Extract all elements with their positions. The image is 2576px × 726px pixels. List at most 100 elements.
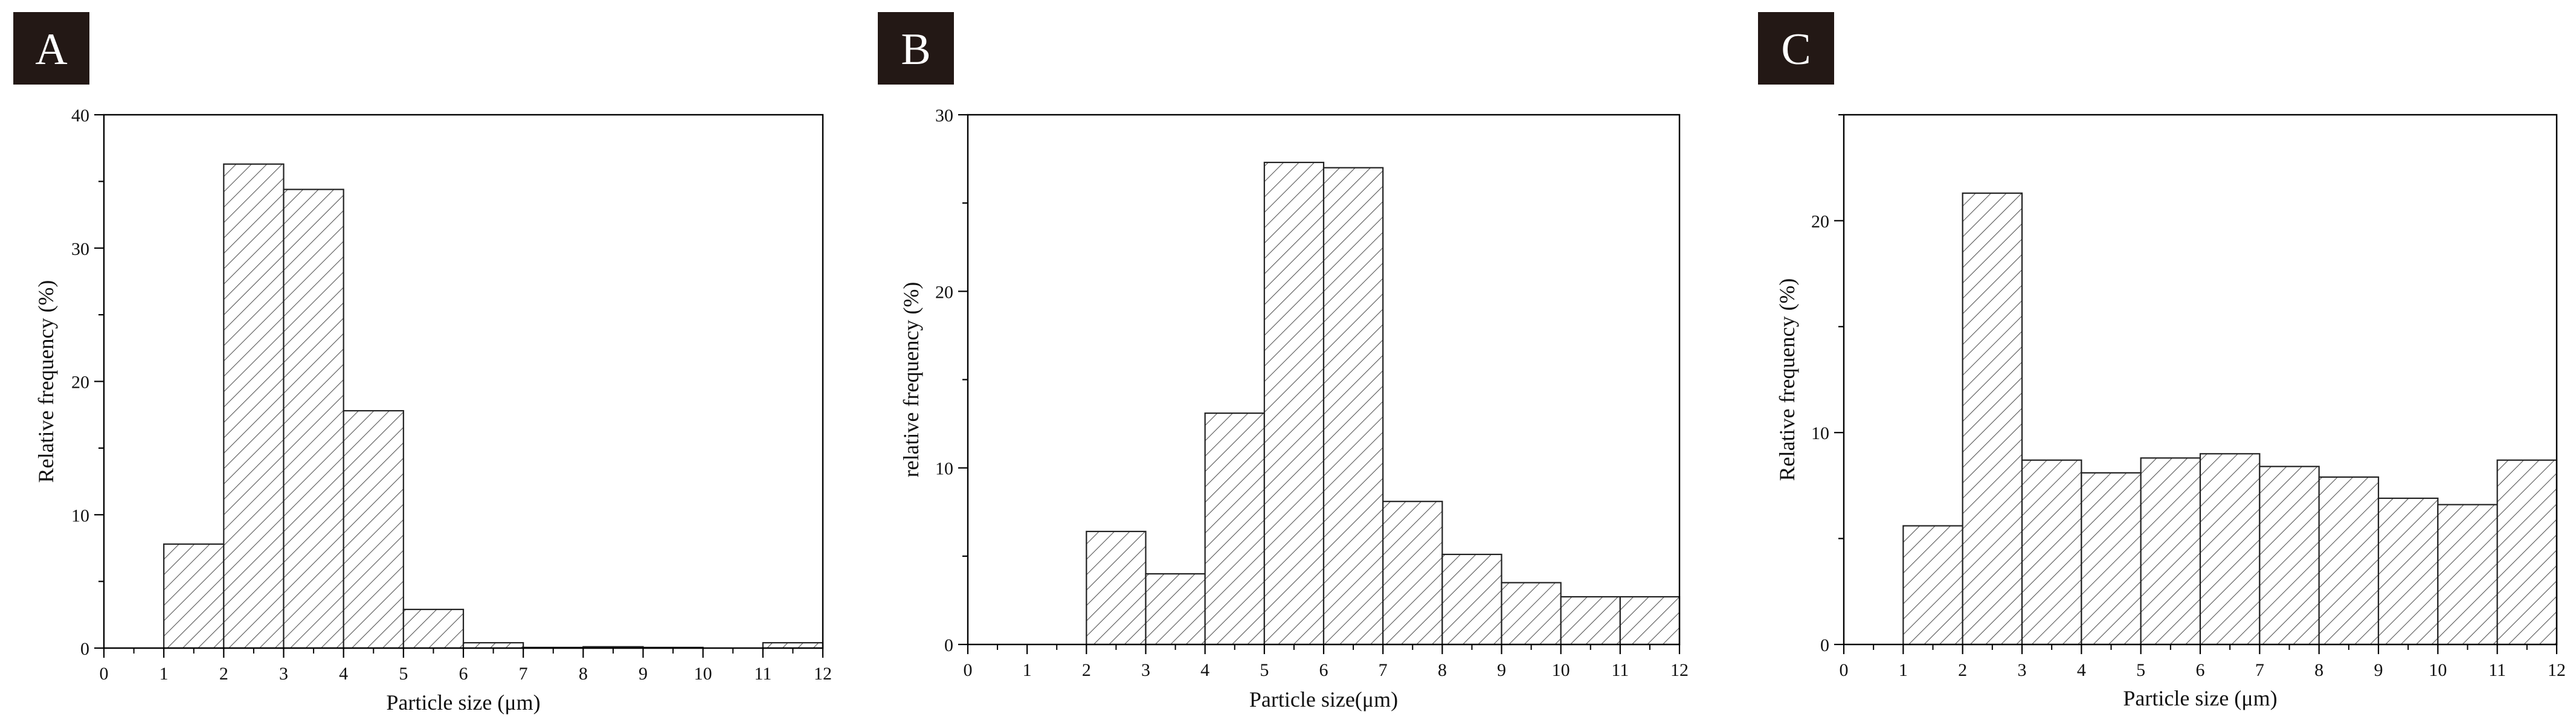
x-tick-label: 1	[159, 664, 169, 684]
bar	[1619, 596, 1681, 646]
x-tick-label: 0	[100, 664, 109, 684]
x-tick-label: 5	[399, 664, 408, 684]
x-tick-label: 8	[579, 664, 588, 684]
bar	[2437, 504, 2498, 646]
bar	[462, 642, 524, 649]
x-tick-label: 7	[1379, 660, 1388, 680]
y-axis-ticks: 0 10 20 30 40	[71, 106, 104, 659]
x-tick-label: 2	[219, 664, 228, 684]
x-tick-label: 10	[2429, 660, 2447, 680]
x-tick-label: 4	[339, 664, 348, 684]
x-tick-label: 9	[1497, 660, 1506, 680]
x-tick-label: 2	[1958, 660, 1967, 680]
y-axis-ticks: 0 10 20	[1811, 114, 1844, 655]
x-tick-label: 4	[1200, 660, 1209, 680]
x-tick-label: 3	[1141, 660, 1150, 680]
bars	[1902, 192, 2558, 646]
x-tick-label: 11	[754, 664, 771, 684]
x-tick-label: 6	[1319, 660, 1328, 680]
bars	[1086, 161, 1681, 646]
panel-label: A	[35, 25, 67, 74]
bar	[2199, 453, 2261, 646]
x-tick-label: 2	[1082, 660, 1091, 680]
x-tick-label: 3	[279, 664, 288, 684]
bar	[2140, 457, 2201, 646]
y-tick-label: 0	[1820, 635, 1829, 655]
x-tick-label: 12	[814, 664, 832, 684]
x-tick-label: 8	[1438, 660, 1447, 680]
x-tick-label: 11	[2488, 660, 2506, 680]
x-axis-ticks: 0 1 2 3 4 5 6 7 8 9 10 11 12	[1840, 644, 2566, 680]
bar	[1441, 553, 1502, 646]
x-tick-label: 1	[1899, 660, 1908, 680]
y-tick-label: 20	[935, 282, 953, 302]
x-axis-ticks: 0 1 2 3 4 5 6 7 8 9 10 11 12	[100, 648, 832, 684]
y-tick-label: 0	[80, 639, 89, 659]
bar	[1382, 501, 1443, 646]
bar	[2496, 459, 2558, 646]
bars	[163, 163, 824, 649]
y-tick-label: 0	[944, 635, 953, 655]
bar	[1962, 192, 2023, 646]
y-tick-label: 10	[1811, 423, 1829, 443]
x-tick-label: 10	[694, 664, 712, 684]
x-tick-label: 5	[2136, 660, 2145, 680]
bar	[163, 543, 225, 649]
y-tick-label: 20	[71, 373, 89, 393]
x-tick-label: 6	[2196, 660, 2205, 680]
x-tick-label: 4	[2077, 660, 2086, 680]
y-axis-ticks: 0 10 20 30	[935, 106, 968, 655]
bar	[2318, 476, 2380, 646]
bar	[1501, 582, 1562, 646]
x-tick-label: 0	[1840, 660, 1849, 680]
y-axis-title: Relative frequency (%)	[34, 280, 58, 483]
bar	[1145, 573, 1206, 646]
x-tick-label: 0	[964, 660, 973, 680]
panel-badge: A	[13, 12, 89, 85]
x-tick-label: 3	[2018, 660, 2027, 680]
bar	[2259, 466, 2320, 646]
bar	[402, 608, 465, 649]
x-tick-label: 12	[1670, 660, 1689, 680]
bar	[1560, 596, 1621, 646]
x-tick-label: 10	[1552, 660, 1570, 680]
bar	[1263, 161, 1325, 646]
panel-badge-box	[1758, 12, 1834, 85]
x-axis-title: Particle size(μm)	[1249, 687, 1398, 712]
y-tick-label: 30	[71, 239, 89, 259]
x-tick-label: 12	[2548, 660, 2566, 680]
bar	[283, 188, 344, 649]
y-tick-label: 30	[935, 106, 953, 126]
bar	[223, 163, 285, 649]
panel-label: C	[1781, 25, 1811, 74]
x-tick-label: 6	[459, 664, 468, 684]
panel-badge: B	[878, 12, 954, 85]
panel-badge: C	[1758, 12, 1834, 85]
bar	[1322, 167, 1384, 646]
x-tick-label: 11	[1611, 660, 1629, 680]
x-tick-label: 9	[2374, 660, 2383, 680]
x-axis-ticks: 0 1 2 3 4 5 6 7 8 9 10 11 12	[964, 644, 1689, 680]
y-tick-label: 40	[71, 106, 89, 126]
y-tick-label: 10	[71, 506, 89, 525]
x-tick-label: 1	[1023, 660, 1032, 680]
x-tick-label: 7	[2255, 660, 2264, 680]
y-tick-label: 10	[935, 459, 953, 479]
bar	[2377, 497, 2439, 646]
y-axis-title: Relative frequency (%)	[1775, 278, 1799, 481]
bar	[762, 642, 824, 649]
x-tick-label: 7	[519, 664, 528, 684]
x-tick-label: 9	[639, 664, 648, 684]
bar	[1204, 412, 1265, 646]
x-tick-label: 8	[2314, 660, 2323, 680]
panel-label: B	[901, 25, 930, 74]
bar	[1086, 530, 1147, 646]
x-axis-title: Particle size (μm)	[386, 690, 540, 715]
x-axis-title: Particle size (μm)	[2123, 686, 2277, 710]
bar	[343, 410, 404, 649]
